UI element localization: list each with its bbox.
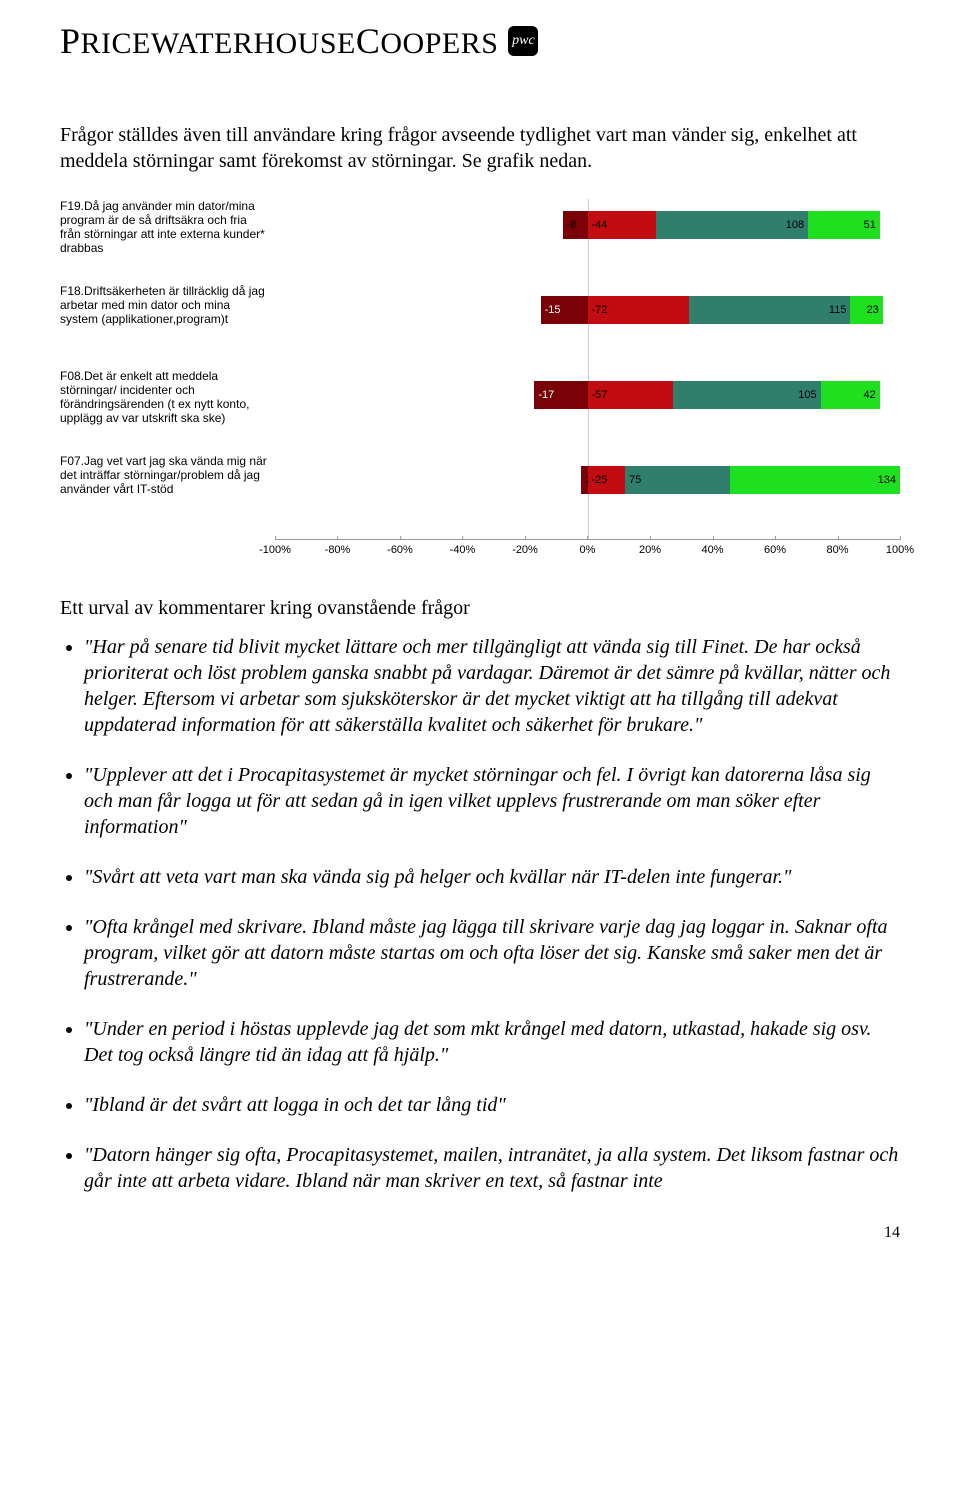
bar-segment: 108 (656, 211, 808, 239)
axis-tick: -100% (259, 540, 291, 556)
bar-segment: 134 (730, 466, 900, 494)
bar-value: -72 (592, 304, 608, 316)
plot-cell: -17 -57 105 42 (275, 369, 900, 454)
bar-segment: -8 (563, 211, 588, 239)
axis-tick: -40% (450, 540, 476, 556)
bar-value: 23 (867, 304, 879, 316)
comment-item: "Under en period i höstas upplevde jag d… (84, 1016, 900, 1068)
comment-item: "Datorn hänger sig ofta, Procapitasystem… (84, 1142, 900, 1194)
bar-segment: -15 (541, 296, 588, 324)
bar-value: 42 (863, 389, 875, 401)
bar-segment: -57 (588, 381, 674, 409)
bar-value: -17 (538, 389, 554, 401)
page-number: 14 (884, 1224, 900, 1242)
bar-value: 108 (786, 219, 804, 231)
chart-row: F07.Jag vet vart jag ska vända mig när d… (60, 454, 900, 539)
pwc-wordmark: PRICEWATERHOUSECOOPERS (60, 20, 498, 62)
chart-row: F19.Då jag använder min dator/mina progr… (60, 199, 900, 284)
header-logo: PRICEWATERHOUSECOOPERS pwc (60, 20, 900, 62)
bar-segment: 75 (625, 466, 730, 494)
axis-tick: 40% (701, 540, 723, 556)
bar-value: -15 (545, 304, 561, 316)
pwc-badge-icon: pwc (508, 26, 538, 56)
comment-item: "Ofta krångel med skrivare. Ibland måste… (84, 914, 900, 992)
axis-tick: 60% (764, 540, 786, 556)
bar-segment: -25 (588, 466, 626, 494)
x-axis: -100%-80%-60%-40%-20%0%20%40%60%80%100% (275, 539, 900, 567)
bar-segment: 42 (821, 381, 880, 409)
chart-row: F08.Det är enkelt att meddela störningar… (60, 369, 900, 454)
bar-value: 75 (629, 474, 641, 486)
bar-value: 51 (864, 219, 876, 231)
question-label: F07.Jag vet vart jag ska vända mig när d… (60, 454, 275, 496)
axis-tick: -80% (325, 540, 351, 556)
axis-tick: 20% (639, 540, 661, 556)
plot-cell: 2-2575134 (275, 454, 900, 539)
bar-segment: 51 (808, 211, 880, 239)
bar-value: -8 (567, 219, 577, 231)
bar-value: -25 (592, 474, 608, 486)
bar-segment: 115 (689, 296, 851, 324)
bar-value: 134 (878, 474, 896, 486)
likert-chart: F19.Då jag använder min dator/mina progr… (60, 199, 900, 567)
bar-segment: -44 (588, 211, 657, 239)
comments-list: "Har på senare tid blivit mycket lättare… (60, 634, 900, 1194)
bar-segment: -72 (588, 296, 689, 324)
comment-item: "Upplever att det i Procapitasystemet är… (84, 762, 900, 840)
question-label: F19.Då jag använder min dator/mina progr… (60, 199, 275, 255)
comment-item: "Har på senare tid blivit mycket lättare… (84, 634, 900, 738)
axis-tick: 80% (826, 540, 848, 556)
plot-cell: -8 -44 108 51 (275, 199, 900, 284)
comment-item: "Ibland är det svårt att logga in och de… (84, 1092, 900, 1118)
bar-value: 115 (829, 304, 847, 316)
bar-value: -57 (592, 389, 608, 401)
bar-segment: 23 (850, 296, 882, 324)
bar-value: -44 (592, 219, 608, 231)
axis-tick: -20% (512, 540, 538, 556)
axis-tick: 100% (886, 540, 914, 556)
chart-row: F18.Driftsäkerheten är tillräcklig då ja… (60, 284, 900, 369)
intro-paragraph: Frågor ställdes även till användare krin… (60, 122, 900, 174)
question-label: F08.Det är enkelt att meddela störningar… (60, 369, 275, 425)
axis-tick: -60% (387, 540, 413, 556)
question-label: F18.Driftsäkerheten är tillräcklig då ja… (60, 284, 275, 326)
bar-segment: -17 (534, 381, 587, 409)
bar-value: 105 (798, 389, 816, 401)
plot-cell: -15 -72 115 23 (275, 284, 900, 369)
comment-item: "Svårt att veta vart man ska vända sig p… (84, 864, 900, 890)
axis-tick: 0% (580, 540, 596, 556)
bar-segment: 105 (673, 381, 821, 409)
comments-header: Ett urval av kommentarer kring ovanståen… (60, 597, 900, 620)
